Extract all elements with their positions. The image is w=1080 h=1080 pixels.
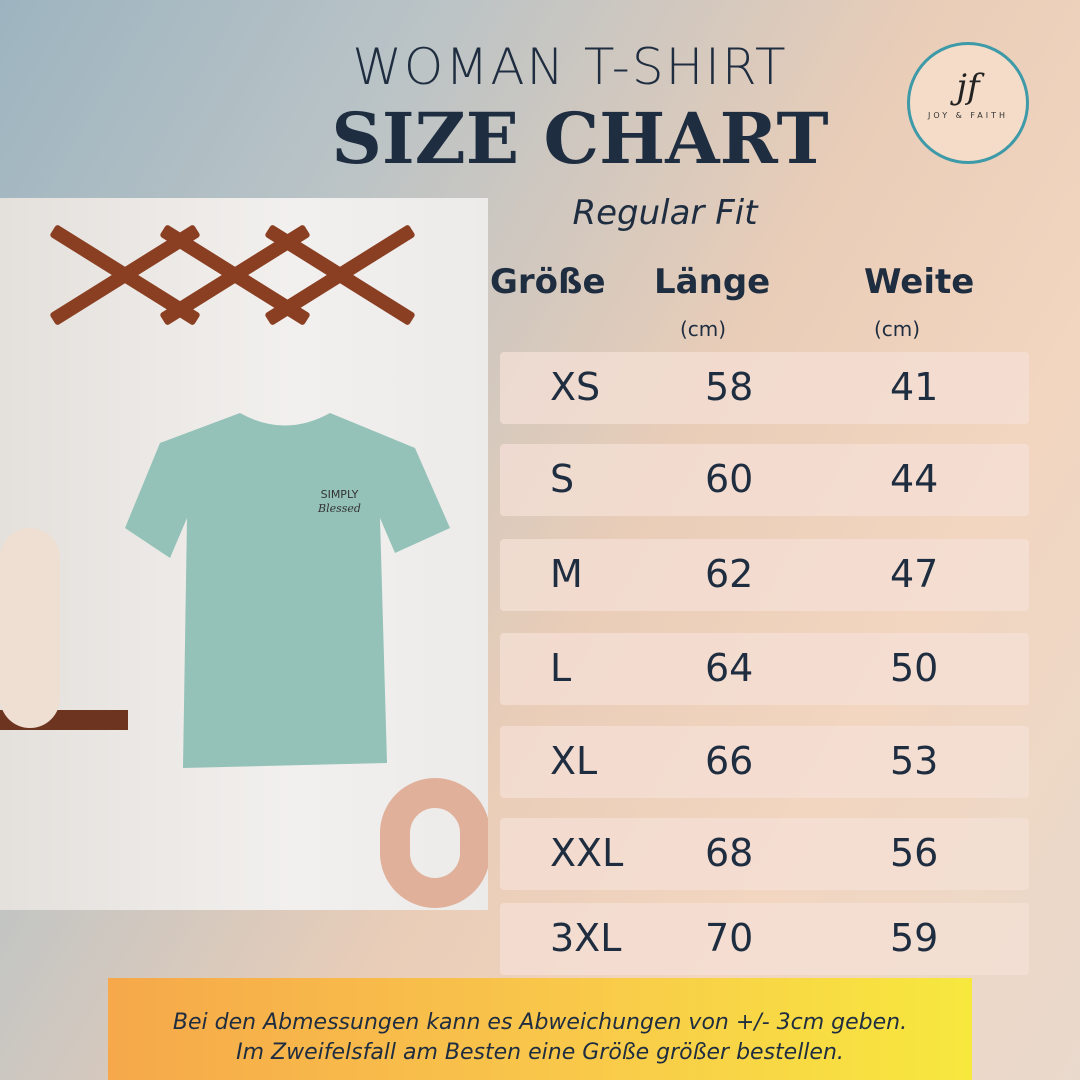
disclaimer-note: Bei den Abmessungen kann es Abweichungen… <box>108 978 972 1080</box>
size-cell: S <box>550 457 575 501</box>
size-row: M 62 47 <box>500 539 1029 611</box>
logo-name: JOY & FAITH <box>927 111 1009 120</box>
length-cell: 66 <box>705 739 754 783</box>
column-header-width: Weite <box>864 262 975 302</box>
length-cell: 68 <box>705 831 754 875</box>
size-cell: 3XL <box>550 916 622 960</box>
fit-label: Regular Fit <box>572 193 758 233</box>
size-cell: M <box>550 552 583 596</box>
length-cell: 70 <box>705 916 754 960</box>
t-shirt-image <box>125 413 450 768</box>
width-cell: 50 <box>890 646 939 690</box>
column-header-length: Länge <box>654 262 771 302</box>
note-line-1: Bei den Abmessungen kann es Abweichungen… <box>172 1010 908 1035</box>
width-cell: 59 <box>890 916 939 960</box>
length-cell: 62 <box>705 552 754 596</box>
column-header-size: Größe <box>490 262 606 302</box>
width-cell: 47 <box>890 552 939 596</box>
size-row: S 60 44 <box>500 444 1029 516</box>
size-cell: XS <box>550 365 601 409</box>
brand-logo: jf JOY & FAITH <box>907 42 1029 164</box>
size-row: 3XL 70 59 <box>500 903 1029 975</box>
size-row: XXL 68 56 <box>500 818 1029 890</box>
note-line-2: Im Zweifelsfall am Besten eine Größe grö… <box>236 1040 844 1065</box>
width-unit: (cm) <box>874 317 921 341</box>
length-unit: (cm) <box>680 317 727 341</box>
length-cell: 58 <box>705 365 754 409</box>
length-cell: 60 <box>705 457 754 501</box>
width-cell: 41 <box>890 365 939 409</box>
size-cell: XXL <box>550 831 624 875</box>
width-cell: 56 <box>890 831 939 875</box>
width-cell: 53 <box>890 739 939 783</box>
size-row: XL 66 53 <box>500 726 1029 798</box>
product-photo: SIMPLY Blessed <box>0 198 488 910</box>
title-line-1: WOMAN T-SHIRT <box>352 38 788 96</box>
size-cell: XL <box>550 739 598 783</box>
width-cell: 44 <box>890 457 939 501</box>
size-cell: L <box>550 646 572 690</box>
page-title: SIZE CHART <box>331 97 829 180</box>
length-cell: 64 <box>705 646 754 690</box>
size-row: L 64 50 <box>500 633 1029 705</box>
logo-monogram: jf <box>956 67 980 107</box>
shirt-print: SIMPLY Blessed <box>318 488 361 515</box>
size-row: XS 58 41 <box>500 352 1029 424</box>
